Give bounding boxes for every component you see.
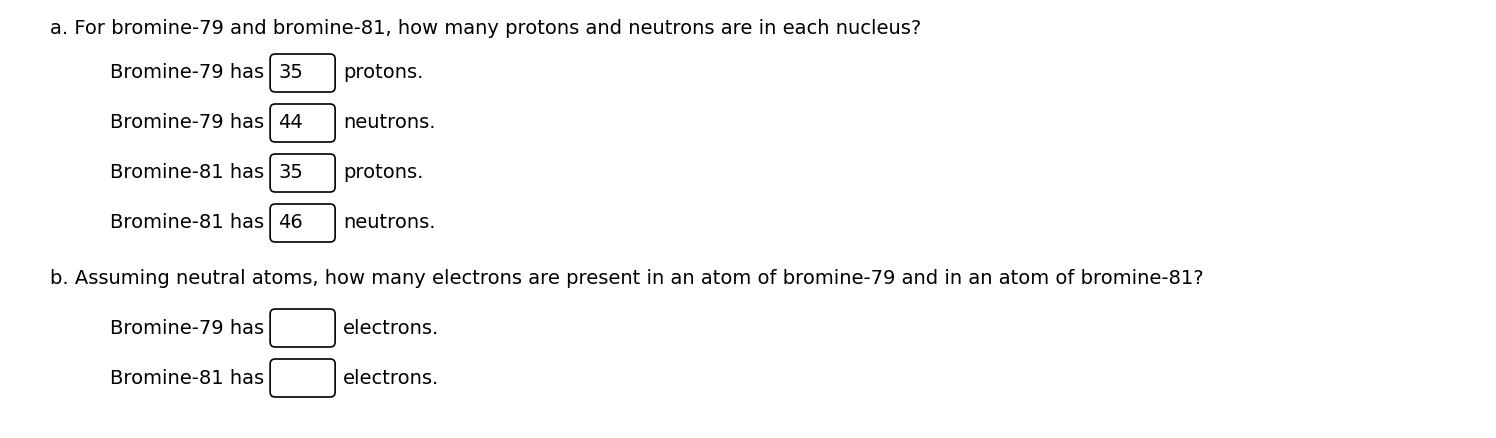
Text: electrons.: electrons. [343, 368, 440, 388]
Text: Bromine-81 has: Bromine-81 has [111, 368, 265, 388]
FancyBboxPatch shape [271, 54, 335, 92]
Text: 35: 35 [278, 163, 304, 183]
FancyBboxPatch shape [271, 204, 335, 242]
Text: Bromine-79 has: Bromine-79 has [111, 318, 265, 338]
Text: neutrons.: neutrons. [343, 113, 435, 133]
Text: electrons.: electrons. [343, 318, 440, 338]
Text: protons.: protons. [343, 64, 423, 82]
Text: protons.: protons. [343, 163, 423, 183]
Text: 46: 46 [278, 213, 302, 233]
Text: Bromine-81 has: Bromine-81 has [111, 163, 265, 183]
Text: neutrons.: neutrons. [343, 213, 435, 233]
Text: Bromine-79 has: Bromine-79 has [111, 113, 265, 133]
Text: 44: 44 [278, 113, 302, 133]
FancyBboxPatch shape [271, 104, 335, 142]
Text: 35: 35 [278, 64, 304, 82]
FancyBboxPatch shape [271, 309, 335, 347]
Text: a. For bromine-79 and bromine-81, how many protons and neutrons are in each nucl: a. For bromine-79 and bromine-81, how ma… [49, 18, 922, 38]
Text: b. Assuming neutral atoms, how many electrons are present in an atom of bromine-: b. Assuming neutral atoms, how many elec… [49, 268, 1204, 287]
FancyBboxPatch shape [271, 154, 335, 192]
Text: Bromine-79 has: Bromine-79 has [111, 64, 265, 82]
FancyBboxPatch shape [271, 359, 335, 397]
Text: Bromine-81 has: Bromine-81 has [111, 213, 265, 233]
